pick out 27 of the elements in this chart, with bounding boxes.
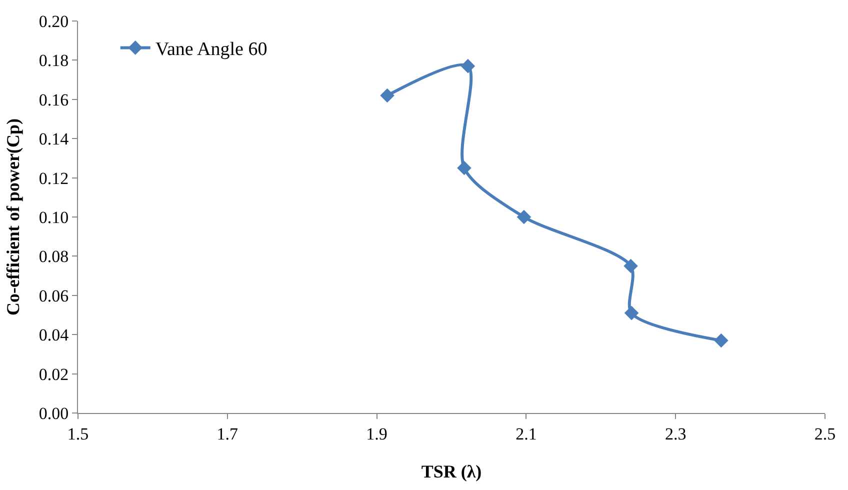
y-tick-label: 0.04	[38, 326, 70, 345]
x-tick-label: 2.1	[516, 424, 537, 444]
x-tick-label: 1.7	[216, 424, 239, 444]
point	[516, 210, 532, 224]
point	[714, 333, 728, 348]
y-tick-label: 0.12	[38, 168, 69, 188]
point	[460, 58, 476, 74]
x-tick-label: 2.3	[664, 424, 686, 444]
y-tick-label: 0.02	[38, 364, 69, 384]
point	[457, 160, 472, 176]
point	[380, 88, 394, 103]
y-tick-label: 0.20	[38, 12, 69, 31]
y-tick-label: 0.06	[38, 286, 69, 306]
x-tick-label: 1.9	[366, 424, 388, 444]
y-tick-label: 0.00	[38, 404, 69, 423]
y-tick-label: 0.18	[38, 51, 69, 70]
y-axis-title: Co-efficient of power(Cp)	[3, 118, 24, 316]
legend-label: Vane Angle 60	[155, 39, 268, 60]
y-tick-label: 0.10	[38, 208, 69, 227]
x-tick-label: 2.5	[814, 424, 836, 444]
point	[624, 306, 639, 320]
y-tick-label: 0.16	[38, 90, 69, 110]
point	[624, 258, 638, 274]
x-tick-label: 1.5	[67, 424, 89, 444]
x-axis-title: TSR (λ)	[421, 462, 482, 482]
y-tick-label: 0.08	[38, 247, 69, 266]
y-tick-label: 0.14	[38, 130, 70, 149]
